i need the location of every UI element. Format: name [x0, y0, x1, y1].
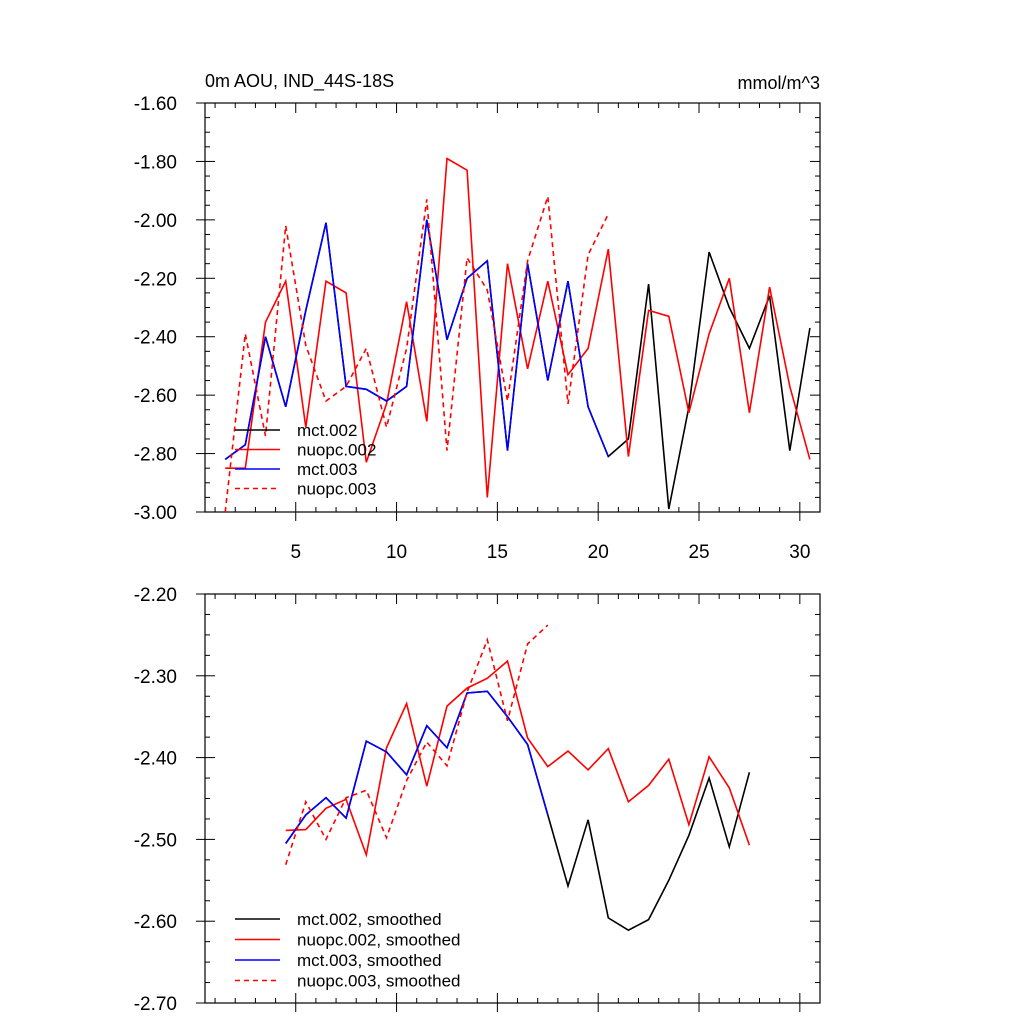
y-tick-label: -2.80 — [134, 445, 177, 466]
x-tick-label: 25 — [688, 542, 709, 563]
y-tick-label: -2.40 — [134, 328, 177, 349]
chart-panel-1: 5 10 15 20 25 30 -1.60 -1.80 -2.00 -2.20 -2.40 -2.6… — [134, 71, 821, 563]
series-line-nuopc-003-smoothed — [284, 624, 549, 866]
y-tick-label: -2.20 — [134, 269, 177, 290]
x-tick-label: 30 — [789, 542, 810, 563]
legend-entry: nuopc.003, smoothed — [297, 972, 461, 991]
series-line-mct-003 — [224, 219, 610, 461]
x-tick-label: 10 — [386, 542, 407, 563]
y-tick-label: -2.00 — [134, 211, 177, 232]
legend-entry: mct.002 — [297, 421, 357, 440]
legend-entry: nuopc.002 — [297, 441, 376, 460]
y-tick-label: -1.60 — [134, 94, 177, 115]
x-tick-label: 5 — [290, 542, 301, 563]
series-line-mct-002-smoothed — [285, 690, 751, 932]
units-label: mmol/m^3 — [738, 73, 820, 93]
y-tick-label: -2.50 — [134, 830, 177, 851]
series-line-nuopc-002 — [225, 157, 811, 498]
legend-entry: nuopc.002, smoothed — [297, 931, 461, 950]
series-line-nuopc-003 — [224, 196, 610, 513]
series-line-mct-003-smoothed — [285, 690, 549, 844]
legend: mct.002, smoothed nuopc.002, smoothedmct.… — [235, 910, 461, 991]
legend-entry: nuopc.003 — [297, 480, 376, 499]
y-tick-label: -2.60 — [134, 912, 177, 933]
series-line-nuopc-002-smoothed — [285, 659, 751, 858]
legend-entry: mct.003, smoothed — [297, 951, 442, 970]
legend-entry: mct.002, smoothed — [297, 910, 442, 929]
y-tick-label: -3.00 — [134, 503, 177, 524]
chart-title: 0m AOU, IND_44S-18S — [205, 71, 394, 92]
y-tick-label: -2.70 — [134, 994, 177, 1015]
chart-panel-2: -2.20 -2.30 -2.40 -2.50 -2.60 -2.70 mct.002, s… — [134, 585, 821, 1015]
y-tick-label: -2.60 — [134, 386, 177, 407]
y-tick-label: -2.30 — [134, 667, 177, 688]
y-tick-label: -2.40 — [134, 749, 177, 770]
y-tick-label: -1.80 — [134, 152, 177, 173]
y-tick-label: -2.20 — [134, 585, 177, 606]
x-tick-label: 20 — [588, 542, 609, 563]
legend-entry: mct.003 — [297, 460, 357, 479]
x-tick-label: 15 — [487, 542, 508, 563]
